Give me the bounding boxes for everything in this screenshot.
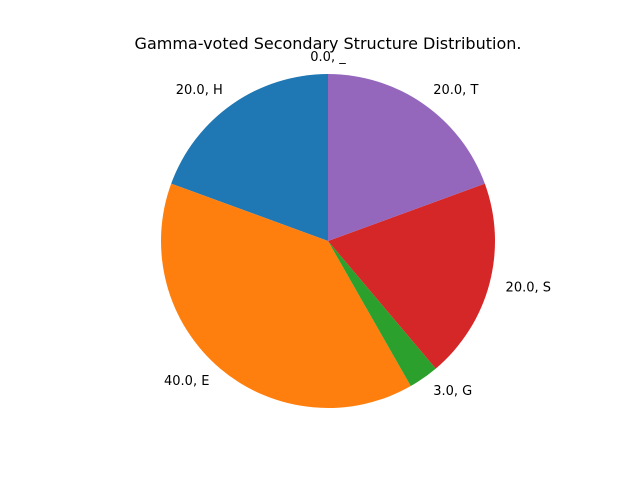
slice-label-e: 40.0, E — [164, 374, 209, 389]
pie-slice-g — [328, 241, 436, 387]
slice-label-t: 20.0, T — [433, 83, 478, 98]
slice-label-g: 3.0, G — [433, 384, 472, 399]
pie-slice-e — [160, 183, 411, 409]
slice-label-s: 20.0, S — [506, 281, 551, 296]
pie-slice-h — [171, 74, 328, 241]
chart-title: Gamma-voted Secondary Structure Distribu… — [135, 34, 522, 53]
pie-slices — [160, 74, 496, 409]
pie-slice-t — [328, 74, 485, 241]
pie-slice-s — [328, 183, 496, 369]
slice-label-underscore: 0.0, _ — [310, 50, 346, 65]
pie-labels: 0.0, _ 20.0, H 40.0, E 3.0, G 20.0, S 20.0, T — [164, 50, 551, 399]
slice-label-h: 20.0, H — [176, 83, 223, 98]
